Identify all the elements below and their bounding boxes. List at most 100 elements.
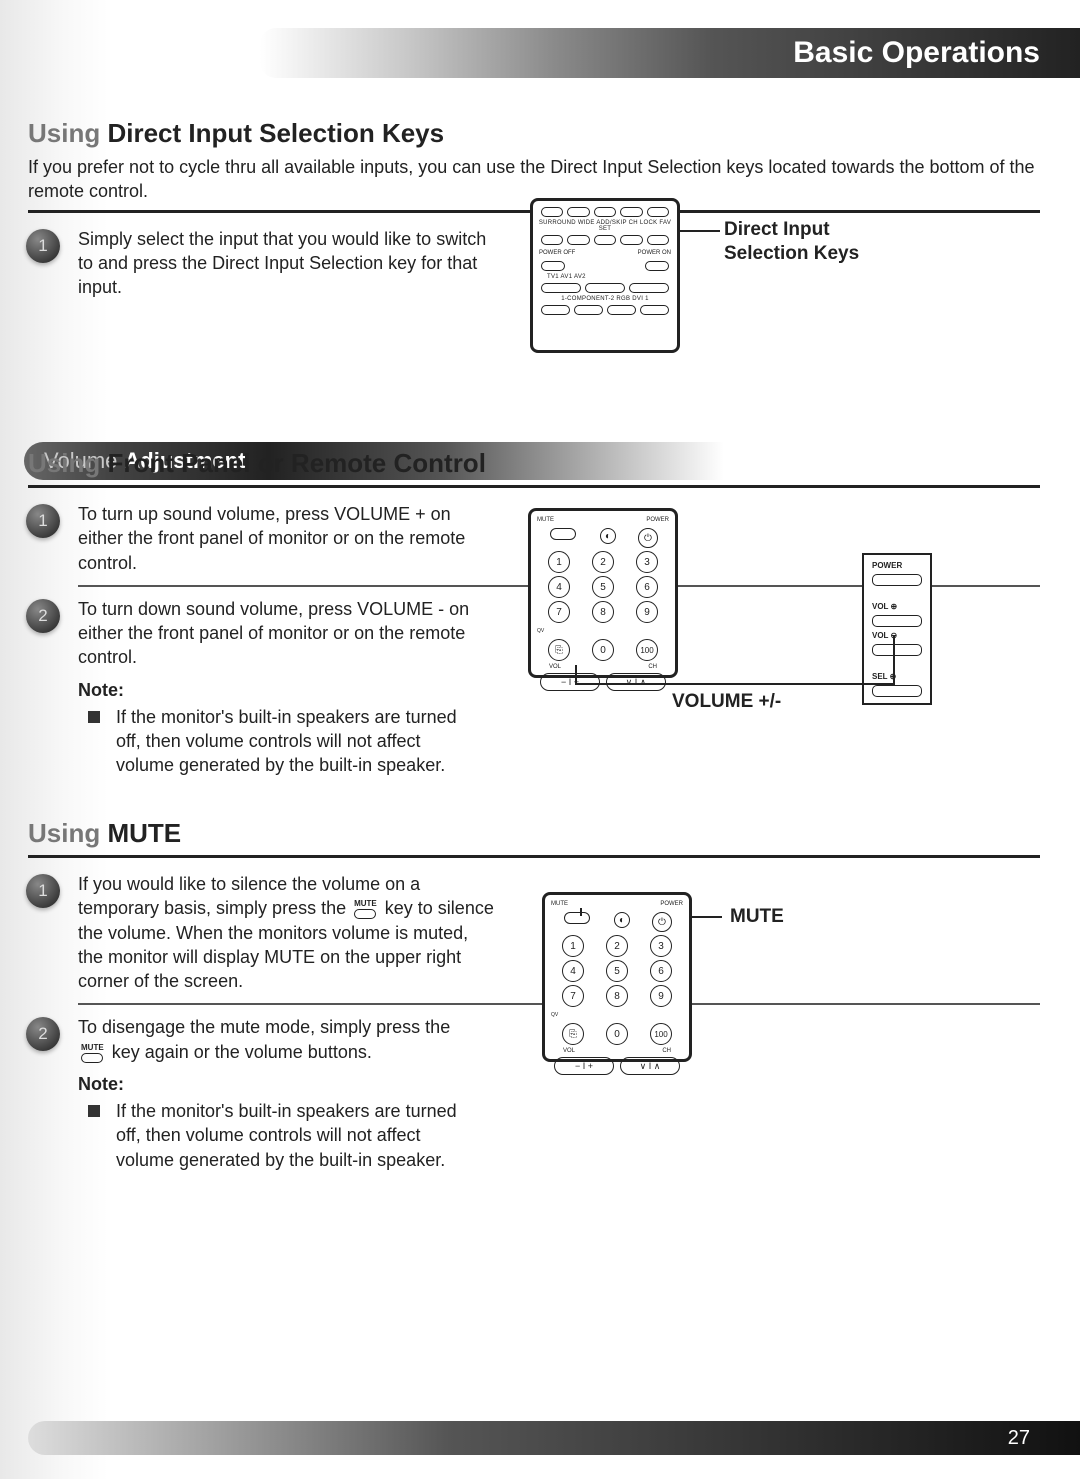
panel-voldn-label: VOL ⊖ [872,631,922,640]
panel-volup-btn [872,615,922,627]
note-text: If the monitor's built-in speakers are t… [116,1099,478,1172]
callout-line1: Direct Input [724,218,859,242]
mute-key-icon: MUTE [81,1044,104,1063]
step2-text-b: key again or the volume buttons. [112,1042,372,1062]
section3-note: Note: If the monitor's built-in speakers… [78,1074,478,1172]
section3-step1: 1 If you would like to silence the volum… [26,872,1040,993]
section3-heading: Using MUTE [28,818,1080,849]
keypad-2: 2 [592,551,614,573]
keypad-5: 5 [592,576,614,598]
keypad-3: 3 [636,551,658,573]
mute-label: MUTE [537,517,554,523]
keypad-6: 6 [650,960,672,982]
keypad-8: 8 [592,601,614,623]
page-footer: 27 [28,1421,1080,1455]
section3-step2: 2 To disengage the mute mode, simply pre… [26,1015,1040,1064]
mute-label: MUTE [551,901,568,907]
chapter-title: Basic Operations [793,36,1040,70]
keypad-7: 7 [548,601,570,623]
bullet-icon [88,1105,100,1117]
section2-note: Note: If the monitor's built-in speakers… [78,680,478,778]
heading-prefix: Using [28,818,107,848]
connector-line [680,230,720,232]
qv-label: QV [551,1012,558,1018]
connector-line [692,916,722,918]
section1-intro: If you prefer not to cycle thru all avai… [28,155,1040,204]
power-on-label: POWER ON [638,250,671,256]
manual-page: Basic Operations Using Direct Input Sele… [0,0,1080,1479]
keypad-0: 0 [592,639,614,661]
keypad-qv: ⎘ [562,1023,584,1045]
keypad-1: 1 [562,935,584,957]
mute-key-icon: MUTE [354,900,377,919]
vol-rocker: − I + [554,1057,614,1075]
keypad-4: 4 [548,576,570,598]
panel-power-label: POWER [872,561,922,570]
step-text: To turn up sound volume, press VOLUME + … [78,502,498,575]
keypad-9: 9 [650,985,672,1007]
connector-line [893,636,895,685]
step-number: 1 [26,504,60,538]
heading-prefix: Using [28,118,107,148]
section2-heading: Using Front Panel or Remote Control [28,448,1080,479]
remote-row1-label: TV1 AV1 AV2 [537,274,673,280]
step2-text-a: To disengage the mute mode, simply press… [78,1017,450,1037]
keypad-qv: ⎘ [548,639,570,661]
remote-diagram-top: SURROUND WIDE ADD/SKIP CH LOCK FAV SET P… [530,198,680,353]
vol-rocker: − I + [540,673,600,691]
step-number: 2 [26,1017,60,1051]
note-text: If the monitor's built-in speakers are t… [116,705,478,778]
connector-line [580,908,582,916]
keypad-100: 100 [650,1023,672,1045]
power-label: POWER [660,901,683,907]
keypad-5: 5 [606,960,628,982]
panel-volup-label: VOL ⊕ [872,602,922,611]
note-title: Note: [78,1074,478,1095]
keypad-100: 100 [636,639,658,661]
ch-label: CH [662,1048,671,1054]
divider [28,855,1040,858]
step-text: To disengage the mute mode, simply press… [78,1015,450,1064]
keypad-9: 9 [636,601,658,623]
connector-line [575,665,577,685]
heading-prefix: Using [28,448,107,478]
callout-mute: MUTE [730,905,784,929]
note-title: Note: [78,680,478,701]
connector-line [575,683,895,685]
keypad-1: 1 [548,551,570,573]
section1-heading: Using Direct Input Selection Keys [28,118,1080,149]
chapter-banner: Basic Operations [260,28,1080,78]
page-number: 27 [1008,1427,1030,1450]
keypad-7: 7 [562,985,584,1007]
divider [28,485,1040,488]
keypad-4: 4 [562,960,584,982]
keypad-0: 0 [606,1023,628,1045]
keypad-6: 6 [636,576,658,598]
step-number: 1 [26,874,60,908]
step-text: Simply select the input that you would l… [78,227,498,300]
panel-sel-label: SEL ⊕ [872,672,922,681]
vol-label: VOL [563,1048,575,1054]
callout-line2: Selection Keys [724,242,859,266]
callout-direct-input: Direct Input Selection Keys [724,218,859,266]
panel-voldn-btn [872,644,922,656]
keypad-2: 2 [606,935,628,957]
keypad-8: 8 [606,985,628,1007]
keypad-3: 3 [650,935,672,957]
ch-rocker: ∨ I ∧ [620,1057,680,1075]
heading-main: MUTE [107,818,181,848]
vol-label: VOL [549,664,561,670]
panel-power-btn [872,574,922,586]
panel-sel-btn [872,685,922,697]
remote-label-row: SURROUND WIDE ADD/SKIP CH LOCK FAV SET [537,220,673,232]
power-label: POWER [646,517,669,523]
remote-diagram-mute: MUTEPOWER ◐⏻ 123 456 789 QV ⎘0100 VOLCH … [542,892,692,1062]
power-off-label: POWER OFF [539,250,575,256]
callout-volume: VOLUME +/- [672,690,781,714]
ch-label: CH [648,664,657,670]
step-text: If you would like to silence the volume … [78,872,498,993]
heading-main: Direct Input Selection Keys [107,118,444,148]
remote-diagram-full: MUTEPOWER ◐⏻ 123 456 789 QV ⎘0100 VOLCH … [528,508,678,678]
ch-rocker: ∨ I ∧ [606,673,666,691]
qv-label: QV [537,628,544,634]
